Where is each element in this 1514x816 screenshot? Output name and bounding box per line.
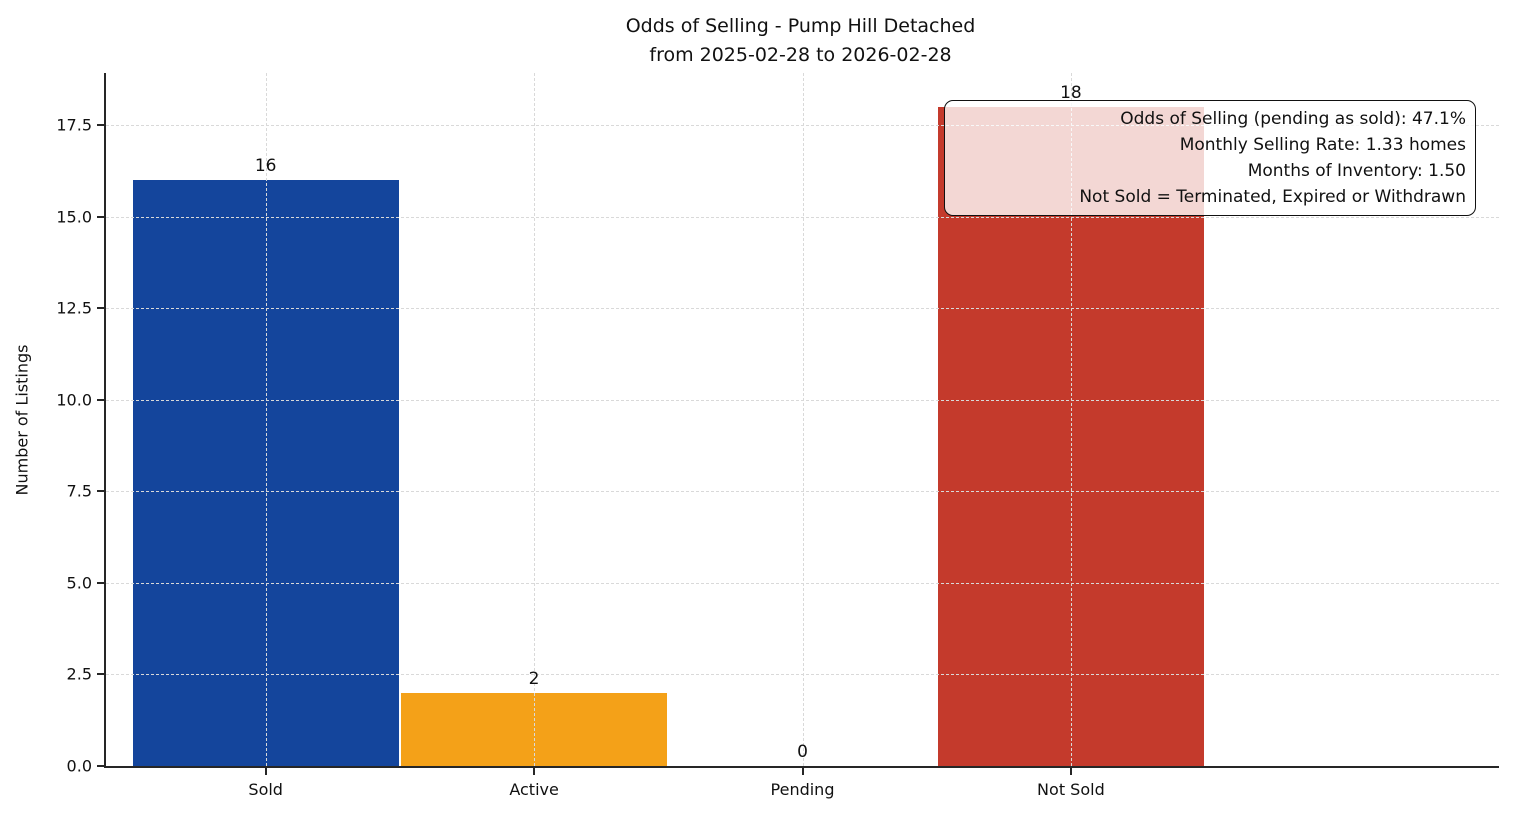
y-tick-label: 10.0: [56, 390, 92, 410]
y-axis-tick: [97, 307, 104, 310]
x-axis-tick: [1069, 768, 1072, 775]
x-axis-tick: [264, 768, 267, 775]
bar-value-label: 0: [797, 742, 808, 762]
y-axis-tick: [97, 398, 104, 401]
y-axis-tick: [97, 490, 104, 493]
x-axis-tick: [533, 768, 536, 775]
y-axis-tick: [97, 124, 104, 126]
x-tick-label-sold: Sold: [248, 780, 283, 799]
y-axis-tick: [97, 765, 104, 767]
y-tick-label: 7.5: [66, 481, 92, 501]
x-tick-label-not-sold: Not Sold: [1037, 780, 1105, 799]
annotation-line: Not Sold = Terminated, Expired or Withdr…: [1079, 187, 1466, 207]
x-axis-tick: [801, 768, 804, 775]
bar-value-label: 2: [528, 668, 540, 689]
plot-area: 0.0 2.5 5.0 7.5 10.0 12.5 15.0 17.5 Sold 16 Active…: [56, 73, 1499, 799]
bar-value-label: 18: [1060, 82, 1082, 103]
stats-annotation-box: Odds of Selling (pending as sold): 47.1%…: [944, 100, 1476, 216]
bar-value-label: 16: [254, 155, 277, 176]
gridline-vertical: [265, 73, 267, 766]
y-axis-tick: [97, 215, 104, 218]
y-tick-label: 0.0: [66, 756, 92, 776]
x-tick-label-pending: Pending: [770, 780, 835, 799]
annotation-line: Months of Inventory: 1.50: [1247, 161, 1466, 181]
y-axis-label: Number of Listings: [12, 344, 32, 496]
annotation-line: Monthly Selling Rate: 1.33 homes: [1179, 135, 1466, 155]
gridline-vertical: [802, 73, 804, 766]
chart-title: Odds of Selling - Pump Hill Detached: [625, 15, 976, 37]
y-tick-label: 15.0: [56, 207, 92, 227]
x-tick-label-active: Active: [509, 780, 559, 799]
y-axis-tick: [97, 673, 104, 676]
chart-subtitle: from 2025-02-28 to 2026-02-28: [649, 44, 952, 66]
gridline-vertical: [1070, 73, 1072, 766]
y-tick-label: 5.0: [66, 573, 92, 593]
chart-title-block: Odds of Selling - Pump Hill Detached fro…: [104, 12, 1497, 70]
annotation-line: Odds of Selling (pending as sold): 47.1%: [1120, 109, 1466, 129]
y-tick-label: 17.5: [56, 115, 92, 135]
y-tick-label: 2.5: [66, 664, 92, 684]
gridline-vertical: [534, 73, 536, 766]
y-axis-tick: [97, 581, 104, 584]
y-tick-label: 12.5: [56, 298, 92, 318]
